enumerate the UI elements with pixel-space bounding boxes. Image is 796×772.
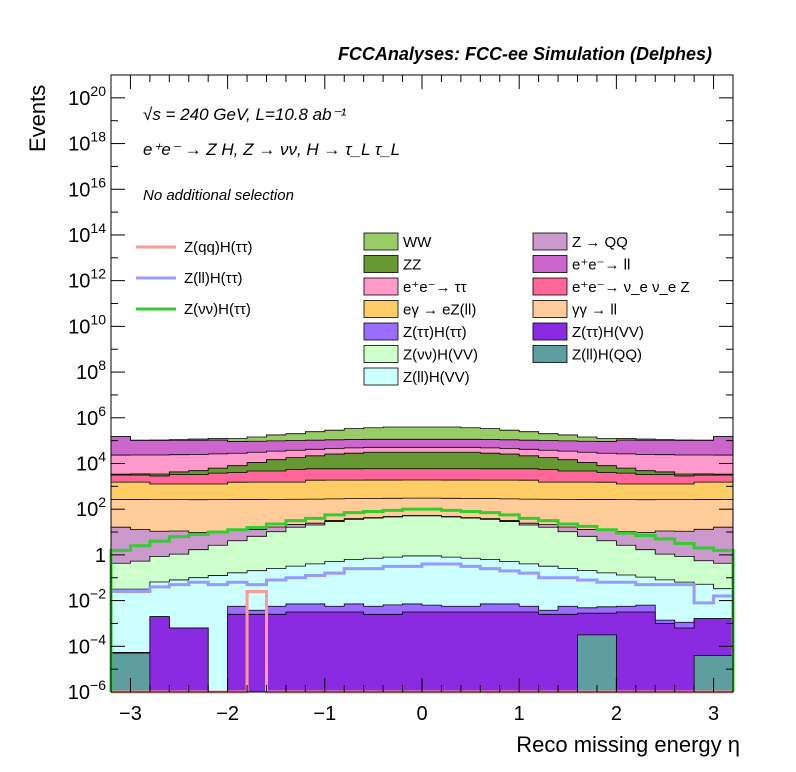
legend-swatch-zz bbox=[363, 255, 399, 273]
y-tick-label: 1010 bbox=[68, 311, 106, 338]
legend-swatch-z-h bbox=[363, 322, 399, 341]
x-axis-title: Reco missing energy η bbox=[516, 732, 740, 757]
legend-swatch-z-ll-h-vv bbox=[363, 367, 399, 386]
y-tick-label: 1 bbox=[95, 545, 106, 567]
legend-label: Z(ll)H(QQ) bbox=[572, 347, 642, 364]
legend-label: Z → QQ bbox=[572, 234, 628, 251]
legend-label: e⁺e⁻→ ν_e ν_e Z bbox=[572, 279, 690, 296]
selection-annotation: No additional selection bbox=[143, 187, 294, 204]
legend-swatch-e-e bbox=[363, 277, 399, 296]
x-tick-label: 0 bbox=[416, 703, 427, 725]
y-axis-title: Events bbox=[25, 85, 50, 152]
process-annotation: e⁺e⁻ → Z H, Z → νν, H → τ_L τ_L bbox=[143, 140, 400, 159]
y-tick-label: 104 bbox=[76, 448, 106, 475]
x-tick-label: −2 bbox=[216, 703, 239, 725]
legend-label: Z(νν)H(VV) bbox=[403, 347, 478, 364]
y-tick-label: 106 bbox=[76, 403, 106, 430]
x-tick-label: −1 bbox=[313, 703, 336, 725]
stacked-histograms bbox=[110, 426, 734, 693]
y-tick-label: 1016 bbox=[68, 174, 106, 201]
legend-label: ZZ bbox=[403, 257, 421, 274]
legend-label: Z(ll)H(VV) bbox=[403, 369, 470, 386]
legend-swatch-e-e-e-e-z bbox=[532, 277, 568, 296]
energy-annotation: √s = 240 GeV, L=10.8 ab⁻¹ bbox=[143, 105, 347, 124]
legend-label: eγ → eZ(ll) bbox=[403, 302, 476, 319]
line-z-ll-h bbox=[109, 562, 735, 692]
legend-swatch-ll bbox=[532, 300, 568, 318]
legend-swatch-z-qq bbox=[532, 232, 568, 251]
legend-swatch-z-ll-h-qq bbox=[532, 345, 568, 363]
legend-swatch-e-ez-ll bbox=[363, 300, 399, 318]
legend-label: Z(qq)H(ττ) bbox=[184, 239, 253, 256]
y-tick-label: 102 bbox=[76, 494, 106, 521]
y-tick-label: 1012 bbox=[68, 266, 106, 293]
legend-swatch-ww bbox=[363, 232, 399, 251]
legend-label: Z(ll)H(ττ) bbox=[184, 270, 243, 287]
legend-label: e⁺e⁻→ ll bbox=[572, 257, 630, 274]
y-tick-label: 10−6 bbox=[68, 677, 106, 704]
legend-label: Z(ττ)H(ττ) bbox=[403, 324, 467, 341]
chart-title: FCCAnalyses: FCC-ee Simulation (Delphes) bbox=[338, 44, 712, 64]
legend-label: WW bbox=[403, 234, 432, 251]
legend-label: γγ → ll bbox=[572, 302, 617, 319]
x-tick-label: 2 bbox=[611, 703, 622, 725]
x-tick-label: 1 bbox=[514, 703, 525, 725]
legend-label: Z(ττ)H(VV) bbox=[572, 324, 644, 341]
y-tick-label: 108 bbox=[76, 357, 106, 384]
y-tick-label: 1020 bbox=[68, 83, 106, 110]
line-z-h bbox=[109, 507, 735, 692]
legend-label: e⁺e⁻→ ττ bbox=[403, 279, 467, 296]
y-tick-label: 10−2 bbox=[68, 586, 106, 613]
x-tick-label: −3 bbox=[119, 703, 142, 725]
legend-swatch-e-e-ll bbox=[532, 255, 568, 273]
axes: −3 −2 −1 0 1 2 3 10−6 10−4 10−2 1 102 104 106 108 1010 1… bbox=[68, 74, 734, 725]
legend-swatch-z-h-vv bbox=[363, 345, 399, 363]
legend: Z(qq)H(ττ) Z(ll)H(ττ) Z(νν)H(ττ) WW ZZ e⁺e⁻→ … bbox=[136, 232, 690, 386]
y-tick-label: 1018 bbox=[68, 129, 106, 156]
legend-swatch-z-h-vv bbox=[532, 322, 568, 341]
x-tick-label: 3 bbox=[708, 703, 719, 725]
y-tick-label: 10−4 bbox=[68, 631, 106, 658]
y-tick-label: 1014 bbox=[68, 220, 106, 247]
legend-label: Z(νν)H(ττ) bbox=[184, 301, 251, 318]
